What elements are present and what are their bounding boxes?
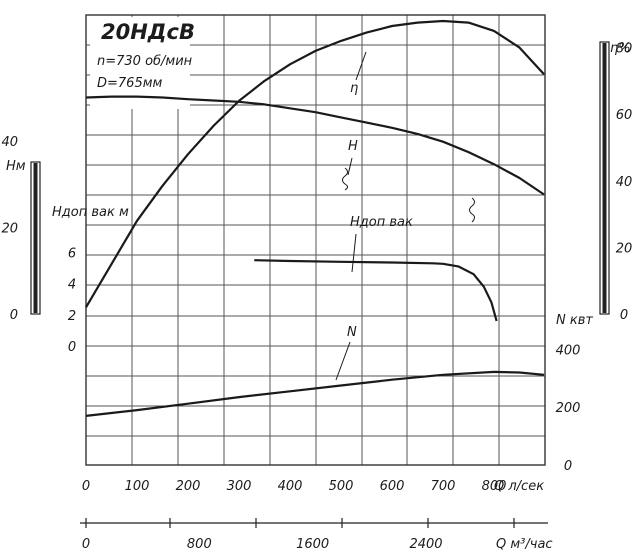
curve-label-leader (355, 51, 367, 81)
x2-tick-label: 1600 (296, 537, 329, 552)
series-line (85, 370, 545, 417)
h-tick-label: 20 (1, 221, 18, 236)
n-tick-label: 0 (564, 459, 572, 474)
x-tick-label: 800 (482, 479, 507, 494)
x-tick-label: 300 (227, 479, 252, 494)
x-tick-label: 200 (176, 479, 201, 494)
x-tick-label: 100 (125, 479, 150, 494)
curve-label-leader (347, 157, 353, 176)
h-tick-label: 40 (1, 135, 18, 150)
series-line (254, 259, 498, 322)
hvak-tick-label: 2 (68, 309, 76, 324)
x2-tick-label: 2400 (409, 537, 442, 552)
hvak-tick-label: 6 (68, 246, 76, 261)
chart-title: 20НДсВ (101, 20, 195, 44)
curve-label: η (350, 81, 358, 96)
x2-axis-title: Q м³/час (496, 537, 553, 552)
h-tick-label: 0 (10, 308, 18, 323)
info-line: D=765мм (97, 76, 163, 91)
series-line (85, 19, 545, 308)
eff-tick-label: 20 (616, 241, 633, 256)
curve-label-leader (335, 341, 351, 381)
title-box (90, 17, 190, 109)
x-tick-label: 600 (380, 479, 405, 494)
eff-axis-title: η% (610, 41, 631, 56)
curve-label: Ндоп вак (350, 215, 413, 230)
x-tick-label: 400 (278, 479, 303, 494)
eff-tick-label: 0 (620, 308, 628, 323)
break-mark (469, 197, 475, 223)
hvak-axis-title: Ндоп вак м (52, 205, 129, 220)
x-axis-title: Q л/сек (494, 479, 544, 494)
x-tick-label: 500 (329, 479, 354, 494)
x-tick-label: 700 (431, 479, 456, 494)
x2-tick-label: 0 (82, 537, 90, 552)
eff-tick-label: 40 (616, 175, 633, 190)
plot-frame (85, 14, 546, 466)
eff-tick-label: 60 (616, 108, 633, 123)
n-tick-label: 400 (556, 343, 581, 358)
n-axis-title: N квт (556, 313, 593, 328)
n-tick-label: 200 (556, 401, 581, 416)
hvak-tick-label: 4 (68, 278, 76, 293)
curve-label: N (347, 325, 357, 340)
break-mark (342, 167, 348, 191)
series-line (85, 95, 545, 196)
x-tick-label: 0 (82, 479, 90, 494)
curve-label-leader (351, 233, 357, 273)
x2-tick-label: 800 (187, 537, 212, 552)
eff-tick-label: 80 (616, 42, 633, 57)
hvak-tick-label: 0 (68, 340, 76, 355)
curve-label: H (348, 139, 358, 154)
h-axis-title: Нм (6, 159, 26, 174)
info-line: n=730 об/мин (97, 54, 193, 69)
